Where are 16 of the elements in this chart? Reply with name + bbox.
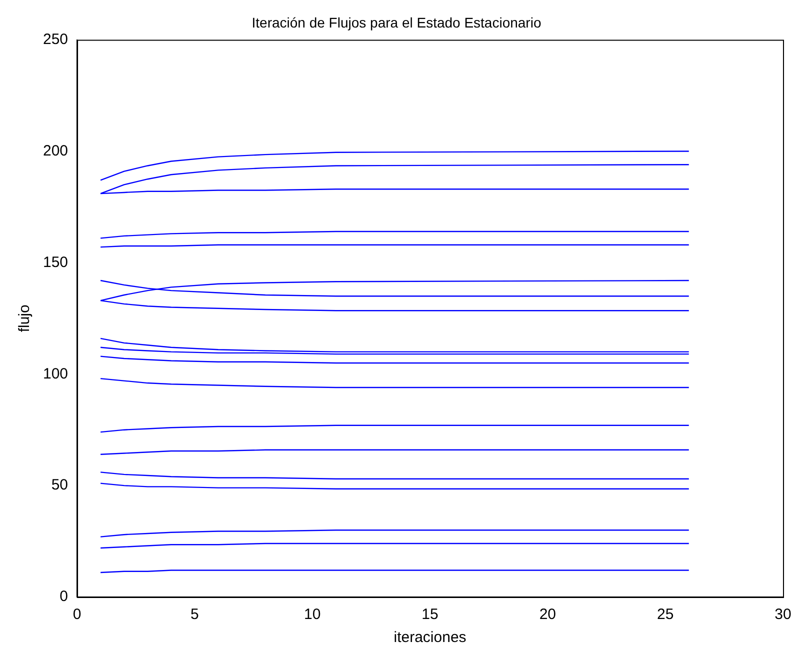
x-axis-title: iteraciones (394, 629, 466, 646)
x-tick-label: 0 (72, 606, 82, 624)
x-tick-label: 5 (190, 606, 199, 624)
y-tick-label: 50 (51, 476, 68, 494)
y-tick-label: 0 (60, 588, 68, 606)
y-tick-label: 200 (42, 142, 68, 160)
x-tick-label: 20 (539, 606, 556, 624)
y-tick-label: 150 (42, 254, 68, 271)
y-tick-label: 100 (42, 365, 68, 382)
x-tick-label: 10 (304, 606, 321, 624)
x-tick-label: 15 (422, 606, 438, 624)
x-tick-label: 25 (656, 606, 674, 624)
y-tick-label: 250 (42, 30, 68, 48)
chart-title: Iteración de Flujos para el Estado Estacionario (252, 14, 542, 30)
x-tick-label: 30 (774, 606, 792, 624)
y-axis-title: flujo (16, 304, 34, 332)
